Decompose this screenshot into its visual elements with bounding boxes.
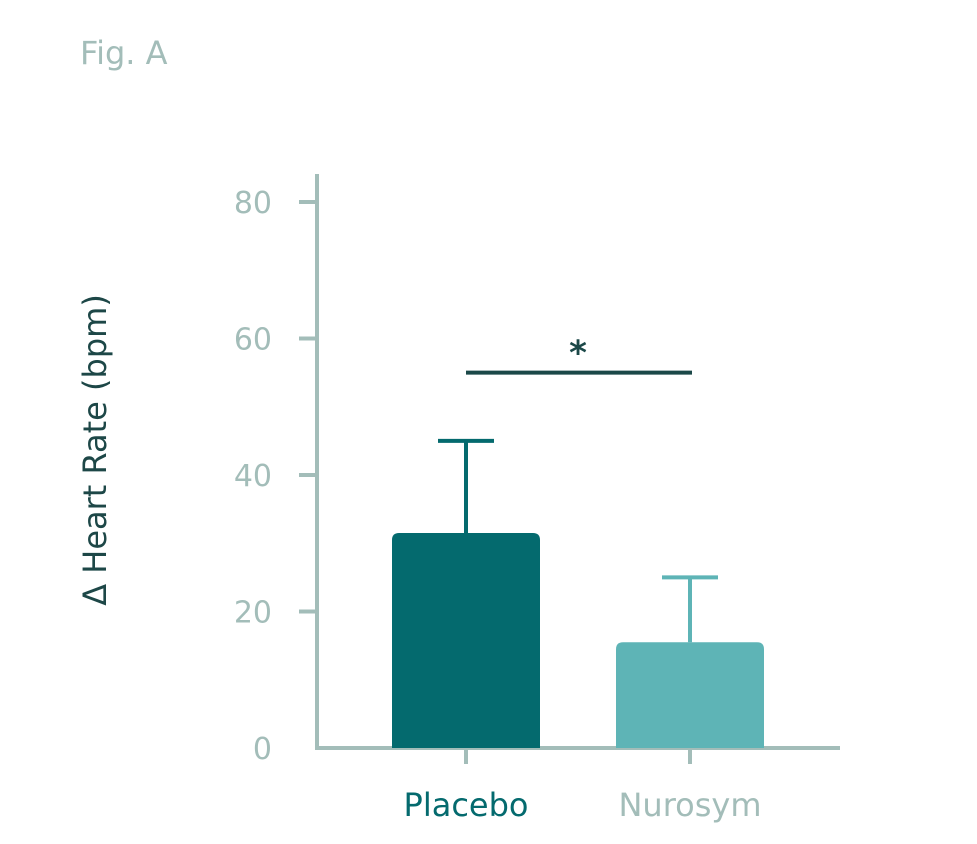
significance-star: * (569, 334, 587, 374)
x-tick-label-nurosym: Nurosym (618, 786, 761, 824)
x-tick-label-placebo: Placebo (404, 786, 529, 824)
y-tick-label: 80 (234, 186, 272, 221)
figure-label: Fig. A (80, 34, 168, 72)
chart-bars (392, 533, 764, 748)
bar-placebo (392, 533, 540, 748)
bar-nurosym (616, 642, 764, 748)
y-tick-label: 60 (234, 323, 272, 358)
y-tick-label: 0 (253, 732, 272, 767)
y-ticks: 0 20 40 60 80 (234, 186, 317, 767)
error-bars (438, 438, 718, 764)
significance-annotation: * (466, 334, 692, 375)
x-tick-labels: Placebo Nurosym (404, 786, 762, 824)
y-axis-label: Δ Heart Rate (bpm) (76, 294, 114, 606)
y-tick-label: 20 (234, 596, 272, 631)
y-tick-label: 40 (234, 459, 272, 494)
